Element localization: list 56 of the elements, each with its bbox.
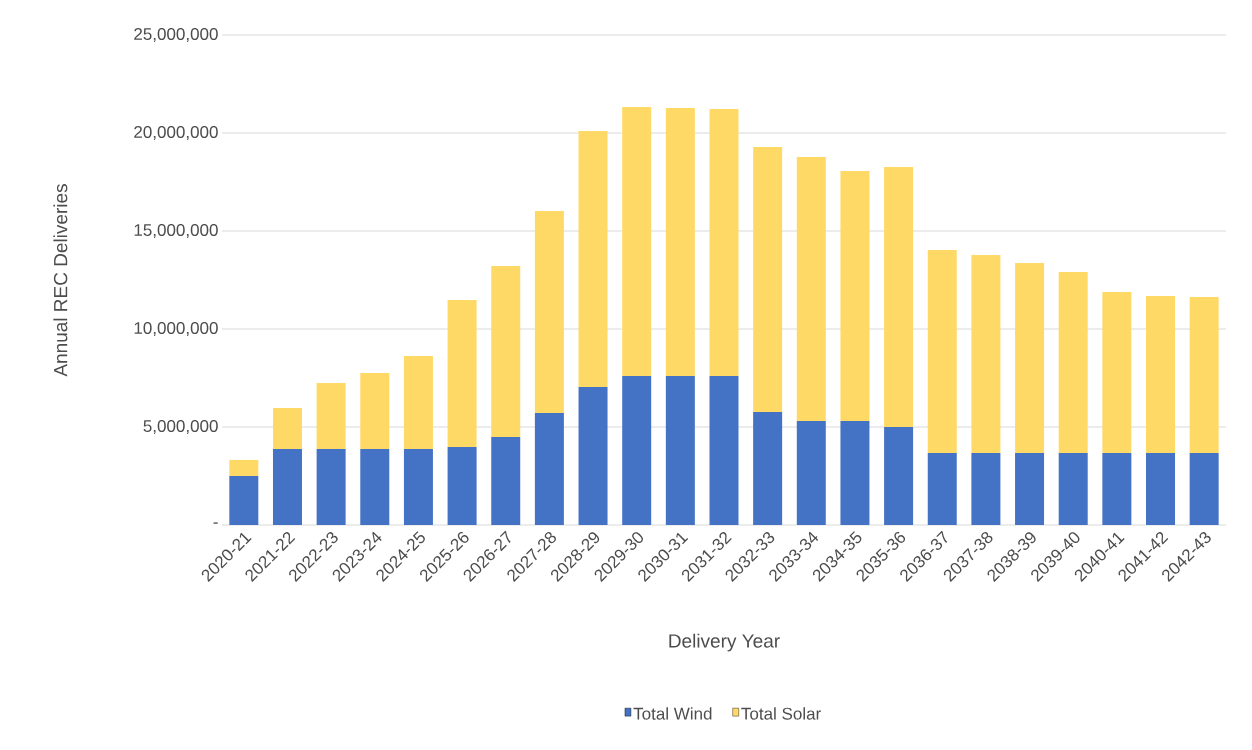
bar — [884, 166, 914, 427]
bar — [447, 446, 477, 525]
bar — [1146, 453, 1176, 525]
bar — [884, 427, 914, 525]
bar — [927, 250, 957, 454]
bar — [622, 106, 652, 377]
legend-label: Total Solar — [741, 707, 821, 720]
bar — [840, 420, 870, 525]
bar — [753, 411, 783, 525]
y-tick-label: 20,000,000 — [134, 125, 218, 141]
bar — [709, 376, 739, 525]
bar — [578, 131, 608, 388]
bar — [229, 459, 259, 476]
bar — [1015, 453, 1045, 525]
bar — [971, 453, 1001, 525]
bar — [360, 448, 390, 525]
bar — [229, 476, 259, 525]
legend-label: Total Wind — [633, 707, 712, 720]
bar — [447, 299, 477, 447]
bar — [665, 107, 695, 377]
bar — [927, 453, 957, 525]
bar — [316, 448, 346, 525]
bar — [491, 266, 521, 437]
y-tick-label: 25,000,000 — [134, 27, 218, 43]
bar — [753, 146, 783, 412]
bar — [1015, 262, 1045, 454]
bar — [1146, 296, 1176, 454]
bar — [491, 436, 521, 525]
y-tick-label: 10,000,000 — [134, 321, 218, 337]
bar — [1102, 453, 1132, 525]
bar — [578, 387, 608, 525]
bar — [272, 407, 302, 449]
bar — [534, 211, 564, 414]
bar — [316, 383, 346, 449]
y-tick-label: 5,000,000 — [143, 419, 218, 435]
y-tick-label: 15,000,000 — [134, 223, 218, 239]
bar — [403, 356, 433, 449]
bar — [971, 254, 1001, 454]
bar — [665, 376, 695, 525]
bar — [622, 376, 652, 525]
bar — [360, 372, 390, 449]
y-tick-label: - — [213, 522, 218, 524]
y-axis-title: Annual REC Deliveries — [53, 184, 68, 377]
bar — [1058, 453, 1088, 525]
bar — [1058, 271, 1088, 454]
bar — [796, 420, 826, 525]
bar — [1102, 291, 1132, 454]
x-axis-title: Delivery Year — [669, 633, 780, 652]
bar — [709, 109, 739, 377]
bar — [796, 156, 826, 421]
bar — [1189, 297, 1219, 454]
bar — [403, 448, 433, 525]
bar — [1189, 453, 1219, 525]
bar — [840, 171, 870, 421]
bar — [534, 413, 564, 525]
bar — [272, 448, 302, 525]
